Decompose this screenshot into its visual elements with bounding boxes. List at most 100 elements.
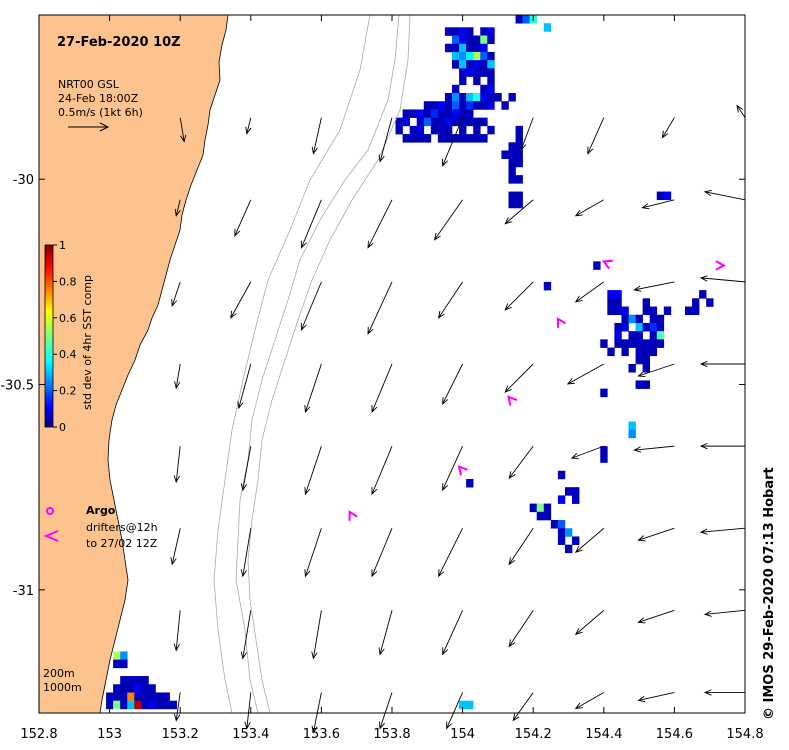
plot-area [38,14,746,734]
sst-cell [656,339,665,348]
sst-cell [621,306,629,316]
sst-cell [699,290,707,299]
current-arrow [300,281,322,331]
current-arrow [566,363,605,385]
current-arrow [179,117,187,143]
sst-cell [607,347,615,357]
sst-cell [494,93,502,102]
sst-cell [113,659,121,669]
current-arrow [508,445,534,480]
sst-cell [416,117,425,127]
sst-cell [522,15,530,24]
x-axis: 152.8 153 153.2 153.4 153.6 153.8 154 154.2 154.… [20,15,764,742]
sst-cell [621,322,629,332]
sst-cell [642,306,650,316]
sst-cell [127,684,135,693]
sst-cell [508,166,516,176]
sst-cell [543,281,552,291]
sst-cell [459,700,467,710]
sst-cell [437,117,446,127]
contour-shelf [213,14,371,714]
sst-cell [600,388,608,398]
sst-cell [473,43,481,53]
current-arrow [703,189,746,201]
current-arrow [240,610,252,660]
sst-cell [466,60,474,69]
sst-cell [642,347,650,357]
x-tick-label: 153.8 [373,727,410,742]
sst-cell [515,191,523,201]
colorbar-tick-label: 1 [59,239,66,252]
y-tick-label: -30 [13,173,34,188]
sst-cell [487,76,495,86]
current-arrow [703,689,745,696]
sst-cell [473,117,481,127]
colorbar-tick-label: 0.4 [59,348,77,361]
sst-cell [423,117,432,127]
sst-cell [444,43,453,53]
sst-cell [550,520,559,529]
sst-cell [141,676,149,685]
sst-cell [113,700,121,710]
sst-cell [515,125,523,135]
sst-cell [452,134,460,143]
sst-cell [706,298,714,307]
current-arrow [379,692,393,730]
current-arrow [446,692,464,730]
sst-cell [459,134,467,143]
sst-cell [480,68,488,77]
sst-cell [487,27,495,36]
sst-cell [416,109,425,118]
land-mass [38,14,229,714]
sst-cell [628,339,636,348]
sst-cell [692,306,700,316]
colorbar-label: std dev of 4hr SST comp [81,275,94,410]
x-tick-label: 154.2 [515,727,552,742]
sst-cell [487,68,495,77]
sst-cell [459,125,467,135]
sst-cell [628,331,636,340]
sst-cell [543,511,552,521]
current-arrow [237,363,252,410]
current-arrow [371,363,393,414]
sst-cell [635,380,643,389]
sst-cell [148,700,156,710]
sst-cell [635,347,643,357]
model-time: 24-Feb 18:00Z [58,92,139,105]
sst-cell [480,60,488,69]
current-arrow [245,117,252,135]
sst-cell [621,314,629,324]
sst-cell [437,125,446,135]
sst-cell [430,109,439,118]
sst-cell [487,93,495,102]
sst-cell [452,51,460,61]
sst-cell [444,101,453,110]
sst-cell [656,322,665,332]
sst-cell [466,478,474,488]
sst-cell [536,503,545,513]
sst-cell [120,700,128,710]
current-arrow [433,199,463,241]
credit-text: IMOS 29-Feb-2020 07:13 Hobart [762,467,777,703]
drifter-track [601,259,613,270]
current-arrow [173,692,181,722]
current-arrow [240,528,252,578]
sst-cell [459,51,467,61]
sst-cell [416,134,425,143]
sst-cell [642,380,650,389]
colorbar-tick-label: 0 [59,421,66,434]
x-tick-label: 154.6 [656,727,693,742]
sst-cell [452,35,460,45]
sst-cell [452,93,460,102]
sst-cell [501,150,509,160]
x-tick-label: 153.2 [162,727,199,742]
sst-cell [459,93,467,102]
sst-cell [543,23,552,32]
argo-float-icon [46,507,54,515]
sst-cell [487,84,495,94]
current-arrow [570,445,604,459]
current-arrow [736,104,746,118]
sst-cell [466,93,474,102]
reference-arrowhead-icon [99,122,110,132]
current-arrow [304,528,322,578]
